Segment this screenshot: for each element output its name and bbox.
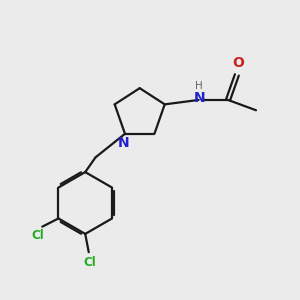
Text: Cl: Cl [83, 256, 96, 269]
Text: H: H [195, 81, 203, 91]
Text: N: N [118, 136, 129, 150]
Text: Cl: Cl [32, 229, 44, 242]
Text: O: O [232, 56, 244, 70]
Text: N: N [194, 92, 205, 106]
